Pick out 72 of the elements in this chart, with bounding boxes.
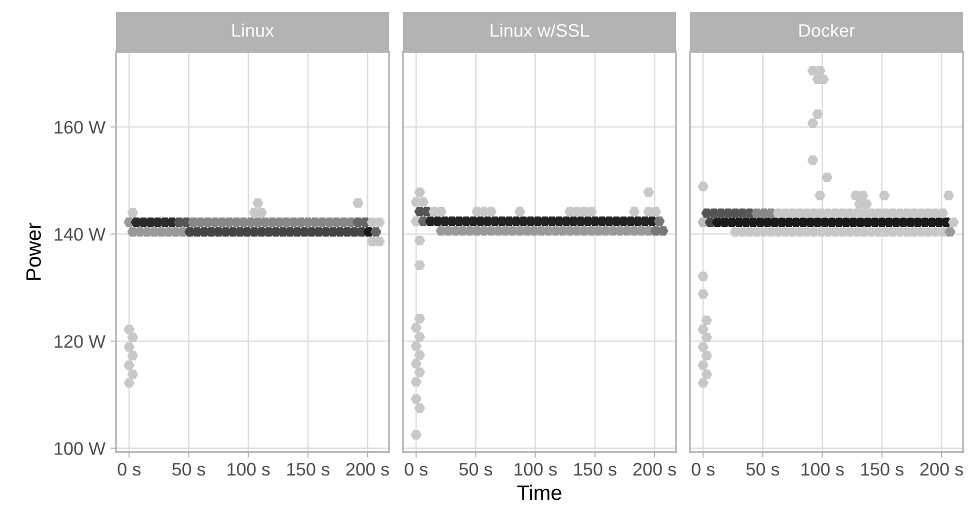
x-tick-label: 200 s xyxy=(633,462,676,476)
x-tick-label: 50 s xyxy=(746,462,780,476)
point xyxy=(124,342,135,352)
point xyxy=(410,377,422,387)
point xyxy=(127,332,138,342)
point xyxy=(414,236,426,246)
x-tick-label: 200 s xyxy=(920,462,963,476)
point xyxy=(628,206,640,216)
x-tick-label: 150 s xyxy=(861,462,904,476)
y-axis-title: Power xyxy=(26,222,41,280)
point xyxy=(698,360,709,370)
point xyxy=(410,323,422,333)
x-tick-label: 100 s xyxy=(802,462,844,476)
point xyxy=(701,350,712,360)
point xyxy=(698,342,709,352)
x-tick-label: 100 s xyxy=(514,462,557,476)
point xyxy=(414,367,426,377)
point xyxy=(807,155,818,165)
point xyxy=(127,350,138,360)
point xyxy=(698,324,709,334)
chart-title: Docker xyxy=(799,24,855,37)
point xyxy=(410,430,422,440)
point xyxy=(698,182,709,192)
y-tick-label: 160 W xyxy=(54,120,106,134)
point xyxy=(698,272,709,282)
point xyxy=(701,332,712,342)
point xyxy=(643,188,654,198)
x-tick-label: 50 s xyxy=(172,462,206,476)
point xyxy=(410,341,422,351)
point xyxy=(127,370,138,380)
point xyxy=(701,370,712,380)
point xyxy=(514,206,526,216)
x-tick-label: 100 s xyxy=(228,462,270,476)
point xyxy=(124,324,135,334)
point xyxy=(878,190,890,200)
x-tick-label: 50 s xyxy=(459,462,492,476)
y-tick-label: 100 W xyxy=(54,442,106,455)
point xyxy=(654,216,665,226)
point xyxy=(410,394,422,404)
point xyxy=(944,227,956,237)
x-tick-label: 150 s xyxy=(287,462,330,476)
point xyxy=(414,314,426,324)
x-axis-title: Time xyxy=(517,484,562,500)
point xyxy=(127,208,138,218)
point xyxy=(124,378,135,388)
point xyxy=(410,358,422,368)
chart-title: Linux xyxy=(232,24,274,37)
x-tick-label: 200 s xyxy=(346,462,389,476)
point xyxy=(414,260,426,270)
point xyxy=(252,198,264,208)
point xyxy=(701,316,712,326)
y-tick-label: 140 W xyxy=(54,228,106,241)
point xyxy=(943,190,954,200)
point xyxy=(698,289,709,299)
x-tick-label: 0 s xyxy=(118,462,141,476)
point xyxy=(414,403,426,413)
x-tick-label: 0 s xyxy=(404,462,428,476)
point xyxy=(370,227,382,237)
x-tick-label: 150 s xyxy=(574,462,616,476)
point xyxy=(814,190,826,200)
point xyxy=(414,350,426,360)
point xyxy=(352,198,364,208)
point xyxy=(414,332,426,342)
point xyxy=(124,360,135,370)
point xyxy=(698,378,709,388)
point xyxy=(822,172,833,182)
x-tick-label: 0 s xyxy=(692,462,715,476)
point xyxy=(807,118,818,128)
point xyxy=(812,109,824,119)
point xyxy=(414,188,426,198)
y-tick-label: 120 W xyxy=(54,335,106,348)
chart-title: Linux w/SSL xyxy=(490,24,590,37)
